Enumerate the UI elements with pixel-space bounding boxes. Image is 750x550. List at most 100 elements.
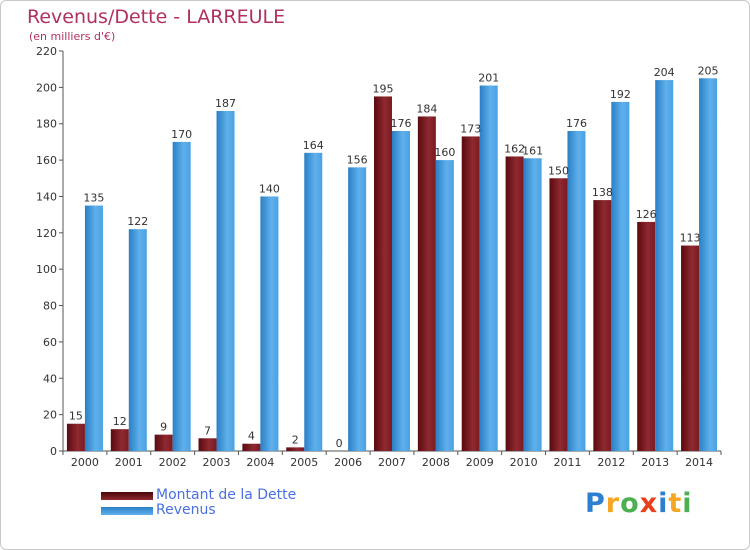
x-tick-label: 2000 <box>71 456 99 469</box>
bar-dette <box>374 96 392 452</box>
data-label-revenus: 164 <box>303 139 324 152</box>
data-label-dette: 195 <box>373 82 394 95</box>
data-label-revenus: 161 <box>522 144 543 157</box>
x-tick-label: 2014 <box>685 456 713 469</box>
data-label-dette: 184 <box>416 102 437 115</box>
y-tick-label: 200 <box>36 81 57 94</box>
data-label-revenus: 204 <box>654 66 675 79</box>
bar-dette <box>681 245 700 451</box>
x-tick-label: 2005 <box>290 456 318 469</box>
x-tick-label: 2010 <box>510 456 538 469</box>
logo-letter: t <box>668 488 683 519</box>
legend-swatch-revenus <box>101 507 153 515</box>
y-tick-label: 40 <box>43 372 57 385</box>
x-tick-label: 2012 <box>597 456 625 469</box>
data-label-revenus: 122 <box>127 215 148 228</box>
bar-dette <box>417 116 436 452</box>
data-label-dette: 126 <box>636 208 657 221</box>
x-tick-label: 2004 <box>246 456 274 469</box>
data-label-dette: 162 <box>504 142 525 155</box>
bars-layer <box>66 78 718 452</box>
bar-revenus <box>435 160 454 451</box>
data-label-revenus: 176 <box>391 117 412 130</box>
bar-dette <box>505 156 524 452</box>
x-tick-label: 2001 <box>115 456 143 469</box>
x-tick-label: 2009 <box>466 456 494 469</box>
data-label-dette: 12 <box>113 415 127 428</box>
bar-dette <box>461 136 480 452</box>
chart-title: Revenus/Dette - LARREULE <box>27 6 286 28</box>
x-tick-label: 2007 <box>378 456 406 469</box>
bar-revenus <box>392 131 410 451</box>
x-tick-label: 2008 <box>422 456 450 469</box>
legend-label-revenus: Revenus <box>156 502 216 518</box>
y-tick-label: 220 <box>36 45 57 58</box>
data-label-revenus: 176 <box>566 117 587 130</box>
logo-letter: o <box>620 488 640 519</box>
data-label-dette: 7 <box>204 424 211 437</box>
data-label-dette: 150 <box>548 164 569 177</box>
bar-dette <box>110 429 129 451</box>
data-label-revenus: 160 <box>434 146 455 159</box>
data-label-dette: 4 <box>248 430 255 443</box>
data-label-revenus: 135 <box>83 192 104 205</box>
y-tick-label: 60 <box>43 336 57 349</box>
logo-letter: i <box>658 488 669 519</box>
y-tick-label: 80 <box>43 300 57 313</box>
bar-revenus <box>655 80 674 451</box>
bar-dette <box>154 434 173 451</box>
y-tick-label: 160 <box>36 154 57 167</box>
data-label-dette: 15 <box>69 410 83 423</box>
y-tick-label: 140 <box>36 190 57 203</box>
bar-revenus <box>611 101 630 451</box>
x-tick-label: 2011 <box>553 456 581 469</box>
y-tick-label: 20 <box>43 409 57 422</box>
data-label-revenus: 201 <box>478 72 499 85</box>
chart-subtitle: (en milliers d'€) <box>29 30 116 43</box>
bar-revenus <box>216 111 235 451</box>
bar-revenus <box>348 167 367 451</box>
data-label-revenus: 192 <box>610 88 631 101</box>
bar-revenus <box>523 158 542 452</box>
data-label-dette: 2 <box>292 433 299 446</box>
y-tick-label: 100 <box>36 263 57 276</box>
bar-dette <box>549 178 568 452</box>
logo-letter: r <box>605 488 621 519</box>
data-label-dette: 0 <box>336 437 343 450</box>
bar-revenus <box>84 205 103 451</box>
bar-revenus <box>567 131 586 451</box>
data-label-dette: 113 <box>680 232 701 245</box>
bar-dette <box>593 200 612 451</box>
data-label-revenus: 156 <box>347 153 368 166</box>
bar-revenus <box>128 229 147 451</box>
x-tick-label: 2006 <box>334 456 362 469</box>
data-label-revenus: 170 <box>171 128 192 141</box>
x-tick-label: 2013 <box>641 456 669 469</box>
bar-revenus <box>479 85 498 451</box>
data-label-revenus: 140 <box>259 182 280 195</box>
y-tick-label: 180 <box>36 118 57 131</box>
logo-letter: i <box>682 488 693 519</box>
bar-dette <box>286 447 305 451</box>
data-label-dette: 173 <box>460 122 481 135</box>
logo-letter: x <box>639 488 659 519</box>
legend-swatch-debt <box>101 492 153 500</box>
bar-dette <box>242 443 261 451</box>
logo-letter: P <box>585 488 606 519</box>
x-tick-label: 2002 <box>159 456 187 469</box>
legend-label-debt: Montant de la Dette <box>156 487 297 503</box>
data-label-dette: 9 <box>160 421 167 434</box>
bar-dette <box>66 423 85 451</box>
bar-revenus <box>260 196 279 451</box>
data-label-revenus: 187 <box>215 97 236 110</box>
y-tick-label: 0 <box>50 445 57 458</box>
y-tick-label: 120 <box>36 227 57 240</box>
bar-revenus <box>172 141 191 451</box>
x-tick-label: 2003 <box>203 456 231 469</box>
bar-dette <box>637 221 656 451</box>
data-labels-layer: 15 135 12 122 9 170 7 187 4 140 2 164 0 156 195 176 184 1… <box>69 64 719 450</box>
data-label-revenus: 205 <box>698 64 719 77</box>
